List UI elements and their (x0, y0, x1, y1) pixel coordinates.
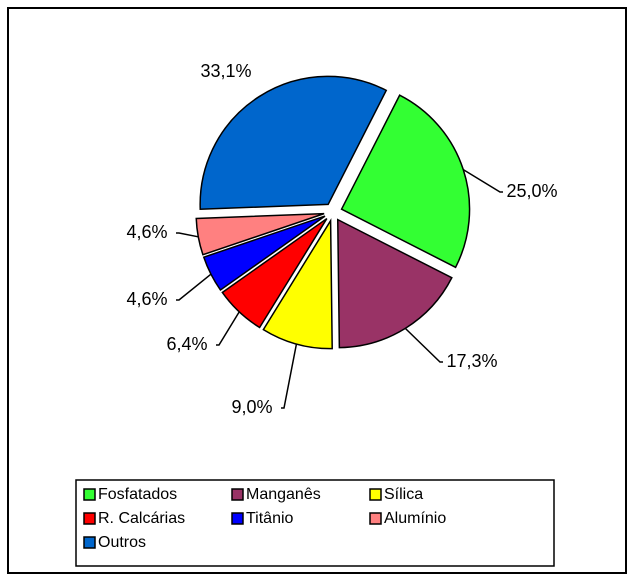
leader-line (281, 343, 298, 409)
data-label: 9,0% (231, 397, 272, 417)
data-label: 25,0% (506, 181, 557, 201)
pie-slice (340, 94, 471, 269)
pie-slice (202, 215, 326, 292)
legend-box (75, 479, 555, 567)
data-label: 33,1% (200, 61, 251, 81)
legend-swatch (369, 488, 382, 501)
data-label: 4,6% (126, 289, 167, 309)
legend-label: Alumínio (384, 510, 446, 527)
leader-line (404, 327, 443, 363)
pie-slice (221, 217, 328, 329)
legend-swatch (369, 512, 382, 525)
pie: 25,0% 17,3% 9,0% 6,4% 4,6% 4,6% 33,1% (126, 61, 557, 417)
leader-line (462, 169, 503, 193)
legend-label: Outros (98, 534, 146, 551)
legend-label: R. Calcárias (98, 510, 185, 527)
data-label: 17,3% (446, 351, 497, 371)
leader-line (176, 232, 199, 238)
data-label: 4,6% (126, 222, 167, 242)
legend-swatch (83, 512, 96, 525)
legend-label: Sílica (384, 486, 423, 503)
leader-line (216, 311, 240, 346)
legend-swatch (231, 488, 244, 501)
pie-slice (199, 75, 388, 211)
legend: Fosfatados Manganês Sílica R. Calcárias Titâ… (83, 486, 446, 551)
pie-slice (262, 218, 333, 350)
pie-slice (336, 218, 453, 349)
legend-label: Titânio (246, 510, 294, 527)
legend-swatch (83, 488, 96, 501)
legend-swatch (83, 536, 96, 549)
legend-label: Manganês (246, 486, 321, 503)
legend-label: Fosfatados (98, 486, 177, 503)
legend-swatch (231, 512, 244, 525)
leader-line (176, 273, 212, 301)
data-label: 6,4% (166, 334, 207, 354)
